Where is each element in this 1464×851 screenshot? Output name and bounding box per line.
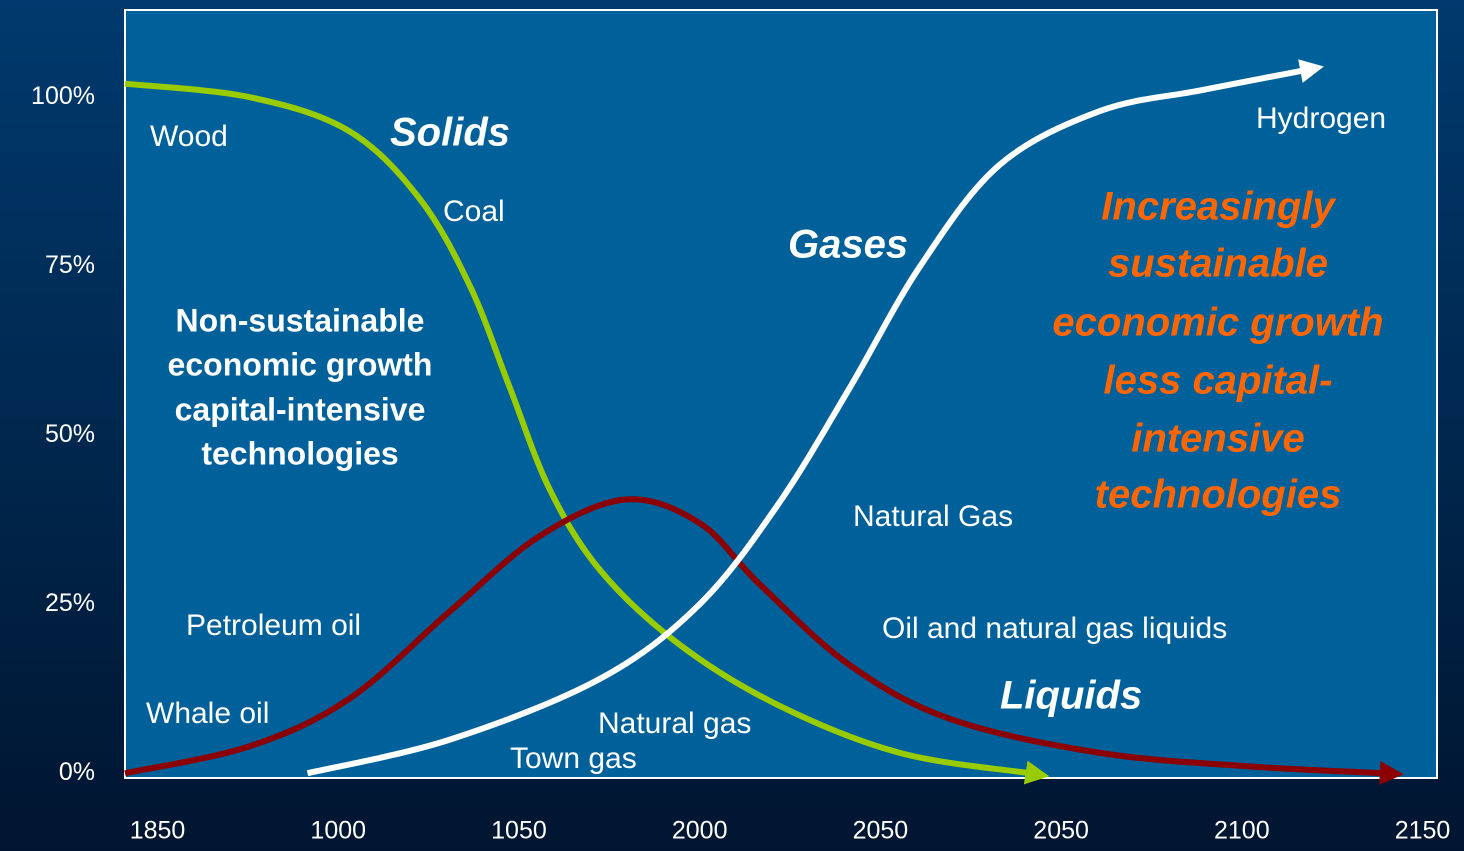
label: Hydrogen xyxy=(1256,102,1386,135)
x-tick-label: 1050 xyxy=(491,817,547,845)
label: Wood xyxy=(150,120,228,153)
series-line xyxy=(124,80,1050,785)
label: Natural gas xyxy=(598,707,751,740)
label: Petroleum oil xyxy=(186,609,361,642)
y-tick-label: 25% xyxy=(45,589,95,617)
label: capital-intensive xyxy=(175,391,426,427)
series-label: Gases xyxy=(788,223,908,267)
plot-area xyxy=(124,9,1438,779)
x-tick-label: 1850 xyxy=(130,817,186,845)
x-tick-label: 2100 xyxy=(1214,817,1270,845)
marks xyxy=(124,59,1404,786)
label: Town gas xyxy=(510,742,637,775)
label: economic growth xyxy=(168,346,433,382)
label: intensive xyxy=(1131,417,1304,461)
label: less capital- xyxy=(1103,359,1332,403)
label: Non-sustainable xyxy=(176,302,425,338)
label: technologies xyxy=(1095,473,1342,517)
series-label: Liquids xyxy=(1000,674,1142,718)
annotations: Wood Solids Coal Gases Non-sustainable e… xyxy=(146,102,1386,775)
label: Oil and natural gas liquids xyxy=(882,612,1227,645)
label: economic growth xyxy=(1052,301,1383,345)
x-tick-label: 2150 xyxy=(1395,817,1451,845)
y-tick-label: 50% xyxy=(45,420,95,448)
label: Coal xyxy=(443,195,505,228)
series-line xyxy=(306,59,1324,777)
y-tick-label: 75% xyxy=(45,251,95,279)
label: sustainable xyxy=(1108,242,1328,286)
label: Natural Gas xyxy=(853,500,1013,533)
x-tick-label: 2000 xyxy=(672,817,728,845)
series-label: Solids xyxy=(390,111,510,155)
x-tick-label: 1000 xyxy=(310,817,366,845)
label: Whale oil xyxy=(146,697,269,730)
x-tick-label: 2050 xyxy=(1033,817,1089,845)
label: Increasingly xyxy=(1101,185,1336,229)
y-tick-label: 0% xyxy=(59,758,95,786)
x-tick-label: 2050 xyxy=(853,817,909,845)
y-tick-label: 100% xyxy=(31,82,95,110)
label: technologies xyxy=(201,435,398,471)
series-line xyxy=(124,496,1404,786)
